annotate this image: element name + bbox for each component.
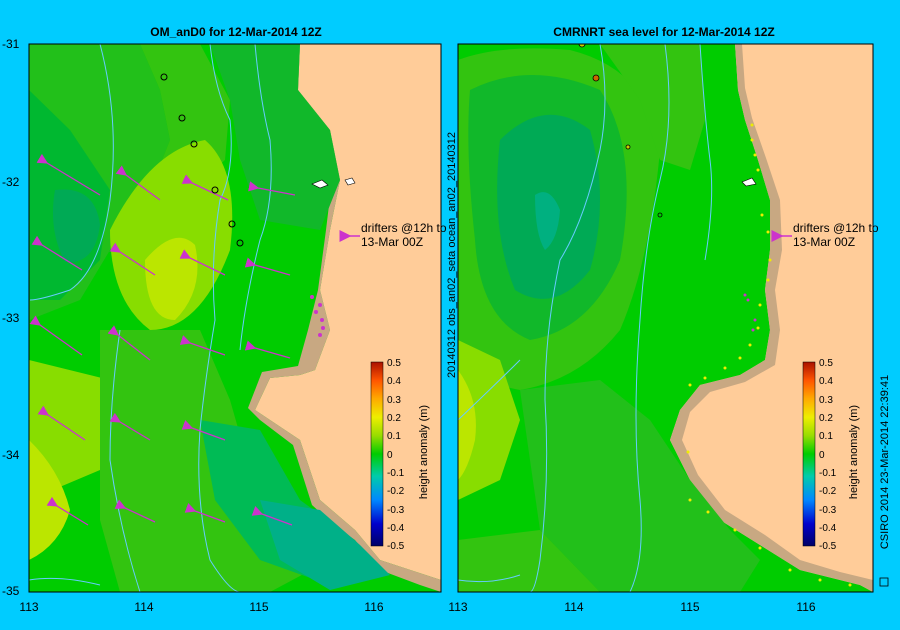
drifter-start-circles [578,44,663,218]
svg-text:0.1: 0.1 [819,431,833,442]
right-colorbar: 0.5 0.4 0.3 0.2 0.1 0 -0.1 -0.2 -0.3 -0.… [802,358,860,552]
svg-text:0.5: 0.5 [387,358,401,369]
svg-text:-0.5: -0.5 [387,541,405,552]
left-lat-axis: -31 -32 -33 -34 -35 [2,37,20,598]
svg-text:-0.4: -0.4 [819,523,837,534]
coastal-drifter-dots [686,123,852,587]
drifter-legend-line2: 13-Mar 00Z [361,235,423,249]
left-panel-title: OM_anD0 for 12-Mar-2014 12Z [150,25,321,39]
shelf-edge [670,44,873,592]
svg-text:-0.1: -0.1 [387,468,405,479]
copyright-icon [879,577,889,587]
shelf-edge [248,44,441,592]
bathymetry-contours [29,44,272,592]
svg-text:0.2: 0.2 [387,413,401,424]
run-label: 20140312 obs_an02_seta ocean_an02_201403… [446,132,458,378]
left-map [29,44,441,592]
svg-text:0: 0 [819,450,825,461]
left-colorbar: 0.5 0.4 0.3 0.2 0.1 0 -0.1 -0.2 -0.3 -0.… [370,358,430,552]
lon-tick-label: 115 [249,600,268,614]
right-map [458,44,873,592]
svg-text:-0.3: -0.3 [819,505,837,516]
right-panel-title: CMRNRT sea level for 12-Mar-2014 12Z [553,25,774,39]
islands [741,177,757,187]
svg-text:-0.1: -0.1 [819,468,837,479]
drifter-arrows [29,153,296,526]
lat-tick-label: -31 [2,37,20,51]
svg-text:-0.3: -0.3 [387,505,405,516]
lat-tick-label: -35 [2,584,20,598]
svg-text:-0.2: -0.2 [819,486,837,497]
svg-text:0.4: 0.4 [387,376,401,387]
svg-text:0.1: 0.1 [387,431,401,442]
lon-tick-label: 113 [448,600,467,614]
left-lon-axis: 113 114 115 116 [19,600,383,614]
drifter-legend-line1: drifters @12h to [793,221,879,235]
lat-tick-label: -33 [2,311,20,325]
svg-text:-0.4: -0.4 [387,523,405,534]
credit-label: CSIRO 2014 23-Mar-2014 22:39:41 [879,375,891,549]
drifter-legend-line2: 13-Mar 00Z [793,235,855,249]
right-map-frame [457,43,874,593]
drifter-start-circles [160,73,244,247]
islands [311,177,356,189]
svg-text:0.3: 0.3 [819,395,833,406]
lon-tick-label: 114 [564,600,583,614]
coastal-drifter-marks [310,295,325,337]
svg-text:-0.5: -0.5 [819,541,837,552]
lon-tick-label: 115 [680,600,699,614]
svg-text:0.2: 0.2 [819,413,833,424]
colorbar-label: height anomaly (m) [418,405,430,499]
lat-tick-label: -32 [2,175,20,189]
lat-tick-label: -34 [2,448,20,462]
lon-tick-label: 116 [796,600,815,614]
svg-text:0.5: 0.5 [819,358,833,369]
svg-text:0: 0 [387,450,393,461]
svg-text:-0.2: -0.2 [387,486,405,497]
colorbar-label: height anomaly (m) [848,405,860,499]
lon-tick-label: 116 [364,600,383,614]
lon-tick-label: 114 [134,600,153,614]
left-map-frame [28,43,442,593]
right-drifter-legend: drifters @12h to 13-Mar 00Z [771,221,879,249]
lon-tick-label: 113 [19,600,38,614]
bathymetry-contours [458,44,713,592]
coastal-drifter-marks [743,293,757,332]
right-lon-axis: 113 114 115 116 [448,600,815,614]
svg-text:0.3: 0.3 [387,395,401,406]
svg-text:0.4: 0.4 [819,376,833,387]
drifter-legend-line1: drifters @12h to [361,221,447,235]
left-drifter-legend: drifters @12h to 13-Mar 00Z [339,221,447,249]
